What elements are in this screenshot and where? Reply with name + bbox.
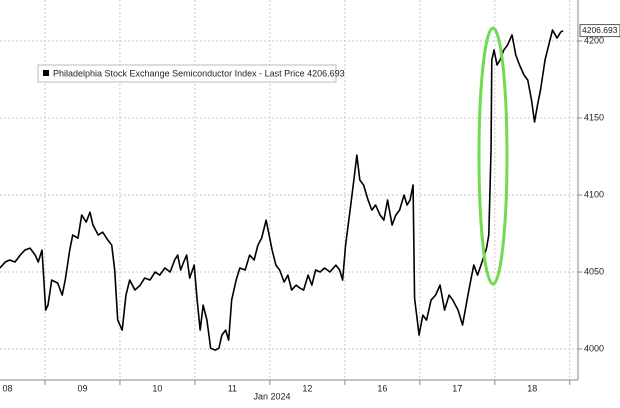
- highlight-ellipse: [477, 26, 509, 286]
- last-price-badge: [579, 24, 620, 38]
- x-tick-label: 17: [452, 383, 462, 393]
- y-tick-label: 4000: [584, 343, 604, 353]
- x-tick-label: 08: [2, 383, 12, 393]
- y-tick-label: 4100: [584, 189, 604, 199]
- x-tick-label: 09: [77, 383, 87, 393]
- legend: Philadelphia Stock Exchange Semiconducto…: [37, 64, 345, 83]
- x-tick-label: 18: [527, 383, 537, 393]
- legend-swatch: [43, 70, 49, 76]
- x-tick-label: 11: [228, 383, 237, 393]
- legend-label: Philadelphia Stock Exchange Semiconducto…: [53, 68, 345, 78]
- x-tick-label: 16: [377, 383, 387, 393]
- last-price-label: 4206.693: [582, 25, 618, 35]
- x-axis-label: Jan 2024: [253, 391, 290, 401]
- plot: [0, 29, 564, 351]
- y-tick-label: 4150: [584, 112, 604, 122]
- grid: [0, 0, 582, 385]
- price-line: [0, 29, 564, 351]
- x-tick-label: 12: [302, 383, 312, 393]
- legend-box: [37, 64, 337, 83]
- y-tick-label: 4200: [584, 35, 604, 45]
- x-tick-label: 10: [152, 383, 162, 393]
- y-tick-label: 4050: [584, 266, 604, 276]
